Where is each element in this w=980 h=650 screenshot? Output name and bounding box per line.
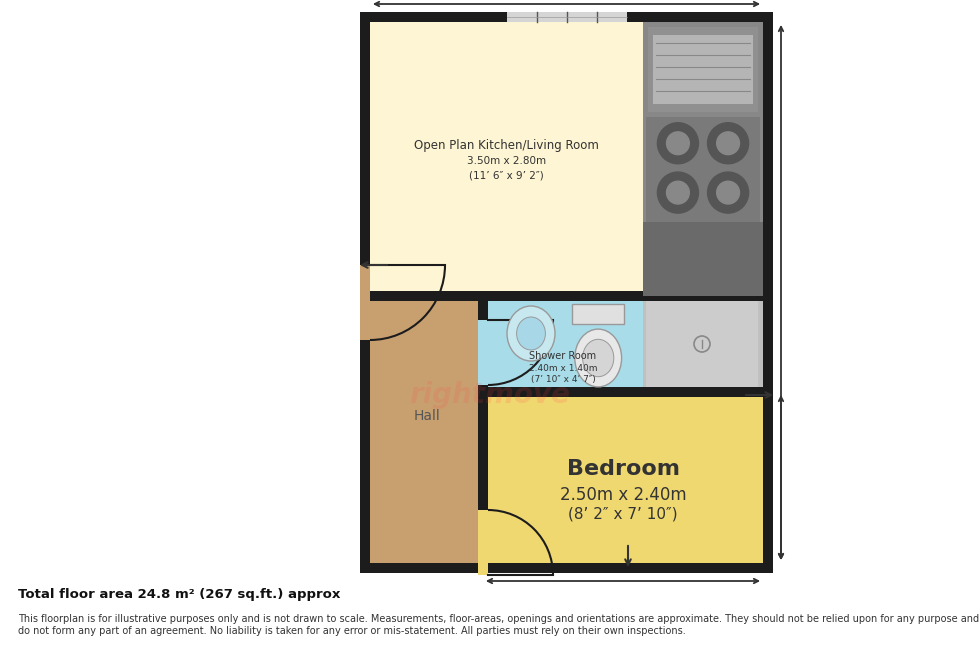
- Bar: [483, 387, 763, 397]
- Circle shape: [716, 132, 740, 155]
- Bar: [643, 296, 763, 392]
- Bar: [483, 296, 643, 392]
- Circle shape: [666, 181, 689, 204]
- Bar: [643, 22, 763, 296]
- Text: (11’ 6″ x 9’ 2″): (11’ 6″ x 9’ 2″): [469, 170, 544, 180]
- Bar: [572, 304, 624, 324]
- Bar: [483, 392, 763, 563]
- Text: Hall: Hall: [414, 409, 440, 423]
- Circle shape: [708, 172, 749, 213]
- Text: Total floor area 24.8 m² (267 sq.ft.) approx: Total floor area 24.8 m² (267 sq.ft.) ap…: [18, 588, 340, 601]
- Bar: [370, 291, 483, 301]
- Bar: [572, 304, 624, 324]
- Circle shape: [716, 181, 740, 204]
- Circle shape: [658, 172, 699, 213]
- Ellipse shape: [516, 317, 546, 350]
- Bar: [648, 27, 758, 112]
- Text: (8’ 2″ x 7’ 10″): (8’ 2″ x 7’ 10″): [568, 506, 678, 521]
- Bar: [478, 320, 488, 385]
- Text: Open Plan Kitchen/Living Room: Open Plan Kitchen/Living Room: [415, 139, 599, 152]
- Ellipse shape: [582, 339, 613, 377]
- Text: Shower Room: Shower Room: [529, 350, 597, 361]
- Bar: [478, 510, 488, 575]
- Circle shape: [666, 132, 689, 155]
- Bar: [370, 296, 483, 563]
- Bar: [646, 301, 758, 387]
- Bar: [360, 265, 370, 340]
- Ellipse shape: [575, 329, 621, 387]
- Bar: [763, 12, 773, 573]
- Bar: [653, 35, 753, 104]
- Circle shape: [658, 123, 699, 164]
- Bar: [507, 12, 626, 22]
- Text: 3.50m x 2.80m: 3.50m x 2.80m: [466, 156, 546, 166]
- Bar: [478, 296, 488, 563]
- Bar: [646, 117, 760, 222]
- Bar: [643, 222, 763, 296]
- Bar: [360, 12, 370, 573]
- Text: This floorplan is for illustrative purposes only and is not drawn to scale. Meas: This floorplan is for illustrative purpo…: [18, 614, 979, 636]
- Text: rightmove: rightmove: [410, 381, 570, 409]
- Text: Bedroom: Bedroom: [566, 459, 679, 479]
- Text: 2.40m x 1.40m: 2.40m x 1.40m: [529, 364, 597, 373]
- Ellipse shape: [507, 306, 555, 361]
- Bar: [360, 563, 773, 573]
- Text: (7’ 10″ x 4’ 7″): (7’ 10″ x 4’ 7″): [530, 375, 596, 384]
- Bar: [360, 12, 773, 22]
- Circle shape: [708, 123, 749, 164]
- Bar: [483, 291, 763, 301]
- Bar: [370, 22, 643, 296]
- Text: 2.50m x 2.40m: 2.50m x 2.40m: [560, 486, 686, 504]
